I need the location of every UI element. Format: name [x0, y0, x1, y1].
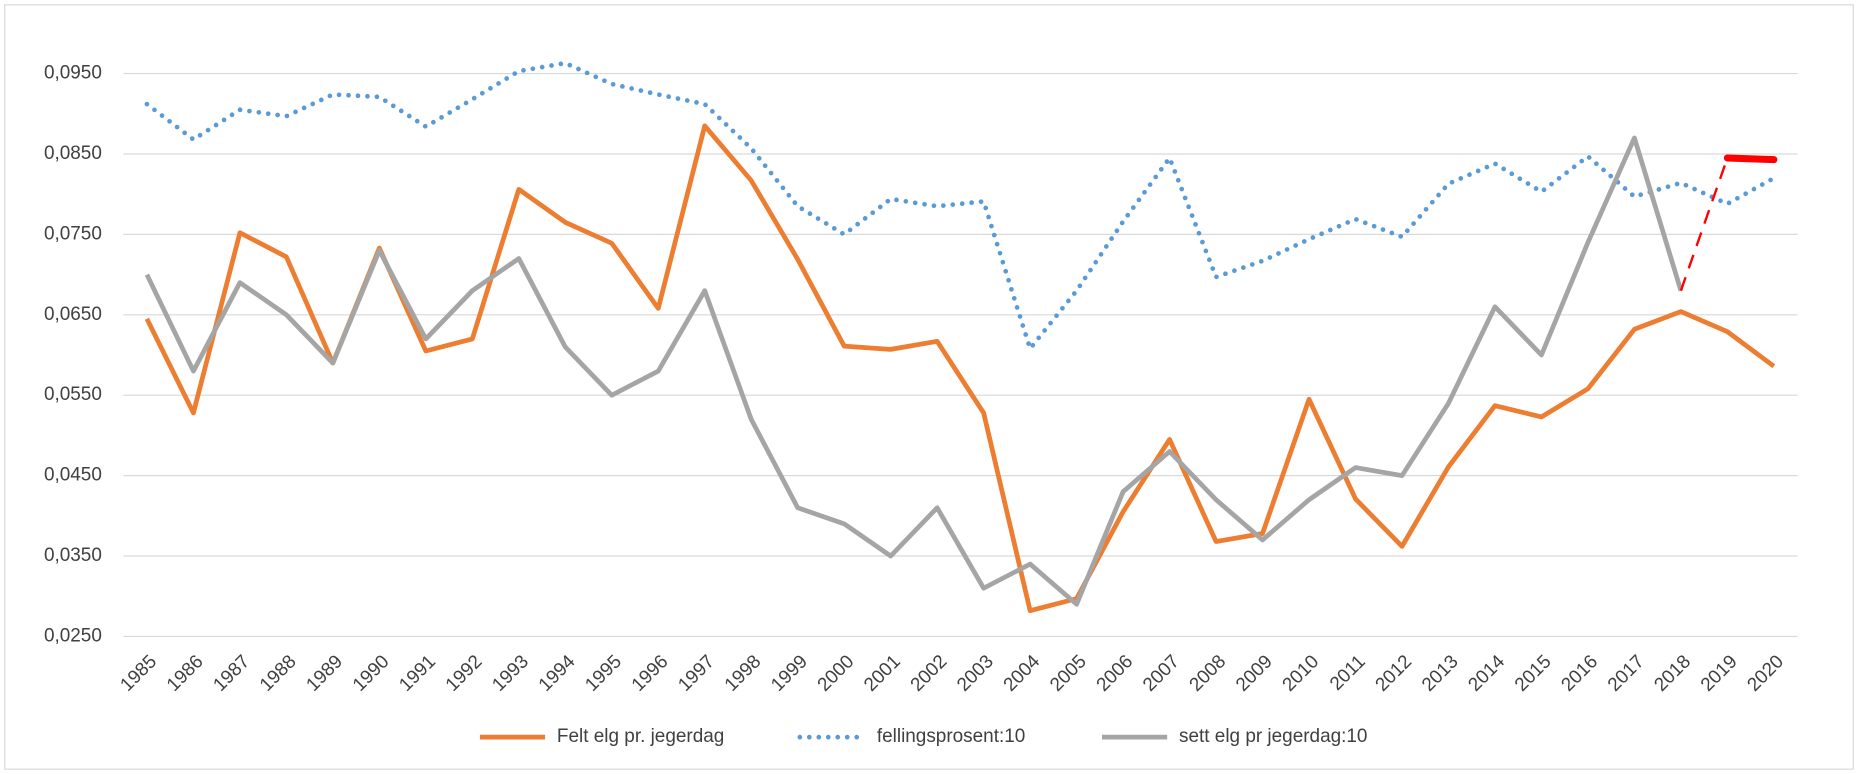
legend-label: sett elg pr jegerdag:10	[1179, 726, 1367, 747]
y-tick-label: 0,0450	[44, 465, 102, 486]
annotation-line	[1723, 154, 1778, 164]
line-series	[144, 123, 1776, 614]
y-tick-label: 0,0750	[44, 223, 102, 244]
line-series	[144, 60, 1777, 351]
legend-label: Felt elg pr. jegerdag	[557, 726, 724, 747]
y-tick-label: 0,0350	[44, 545, 102, 566]
y-tick-label: 0,0250	[44, 625, 102, 646]
line-series	[144, 135, 1684, 607]
y-tick-label: 0,0650	[44, 304, 102, 325]
legend-label: fellingsprosent:10	[877, 726, 1025, 747]
y-tick-label: 0,0850	[44, 143, 102, 164]
y-tick-label: 0,0950	[44, 63, 102, 84]
y-tick-label: 0,0550	[44, 384, 102, 405]
chart-frame	[4, 4, 1854, 770]
